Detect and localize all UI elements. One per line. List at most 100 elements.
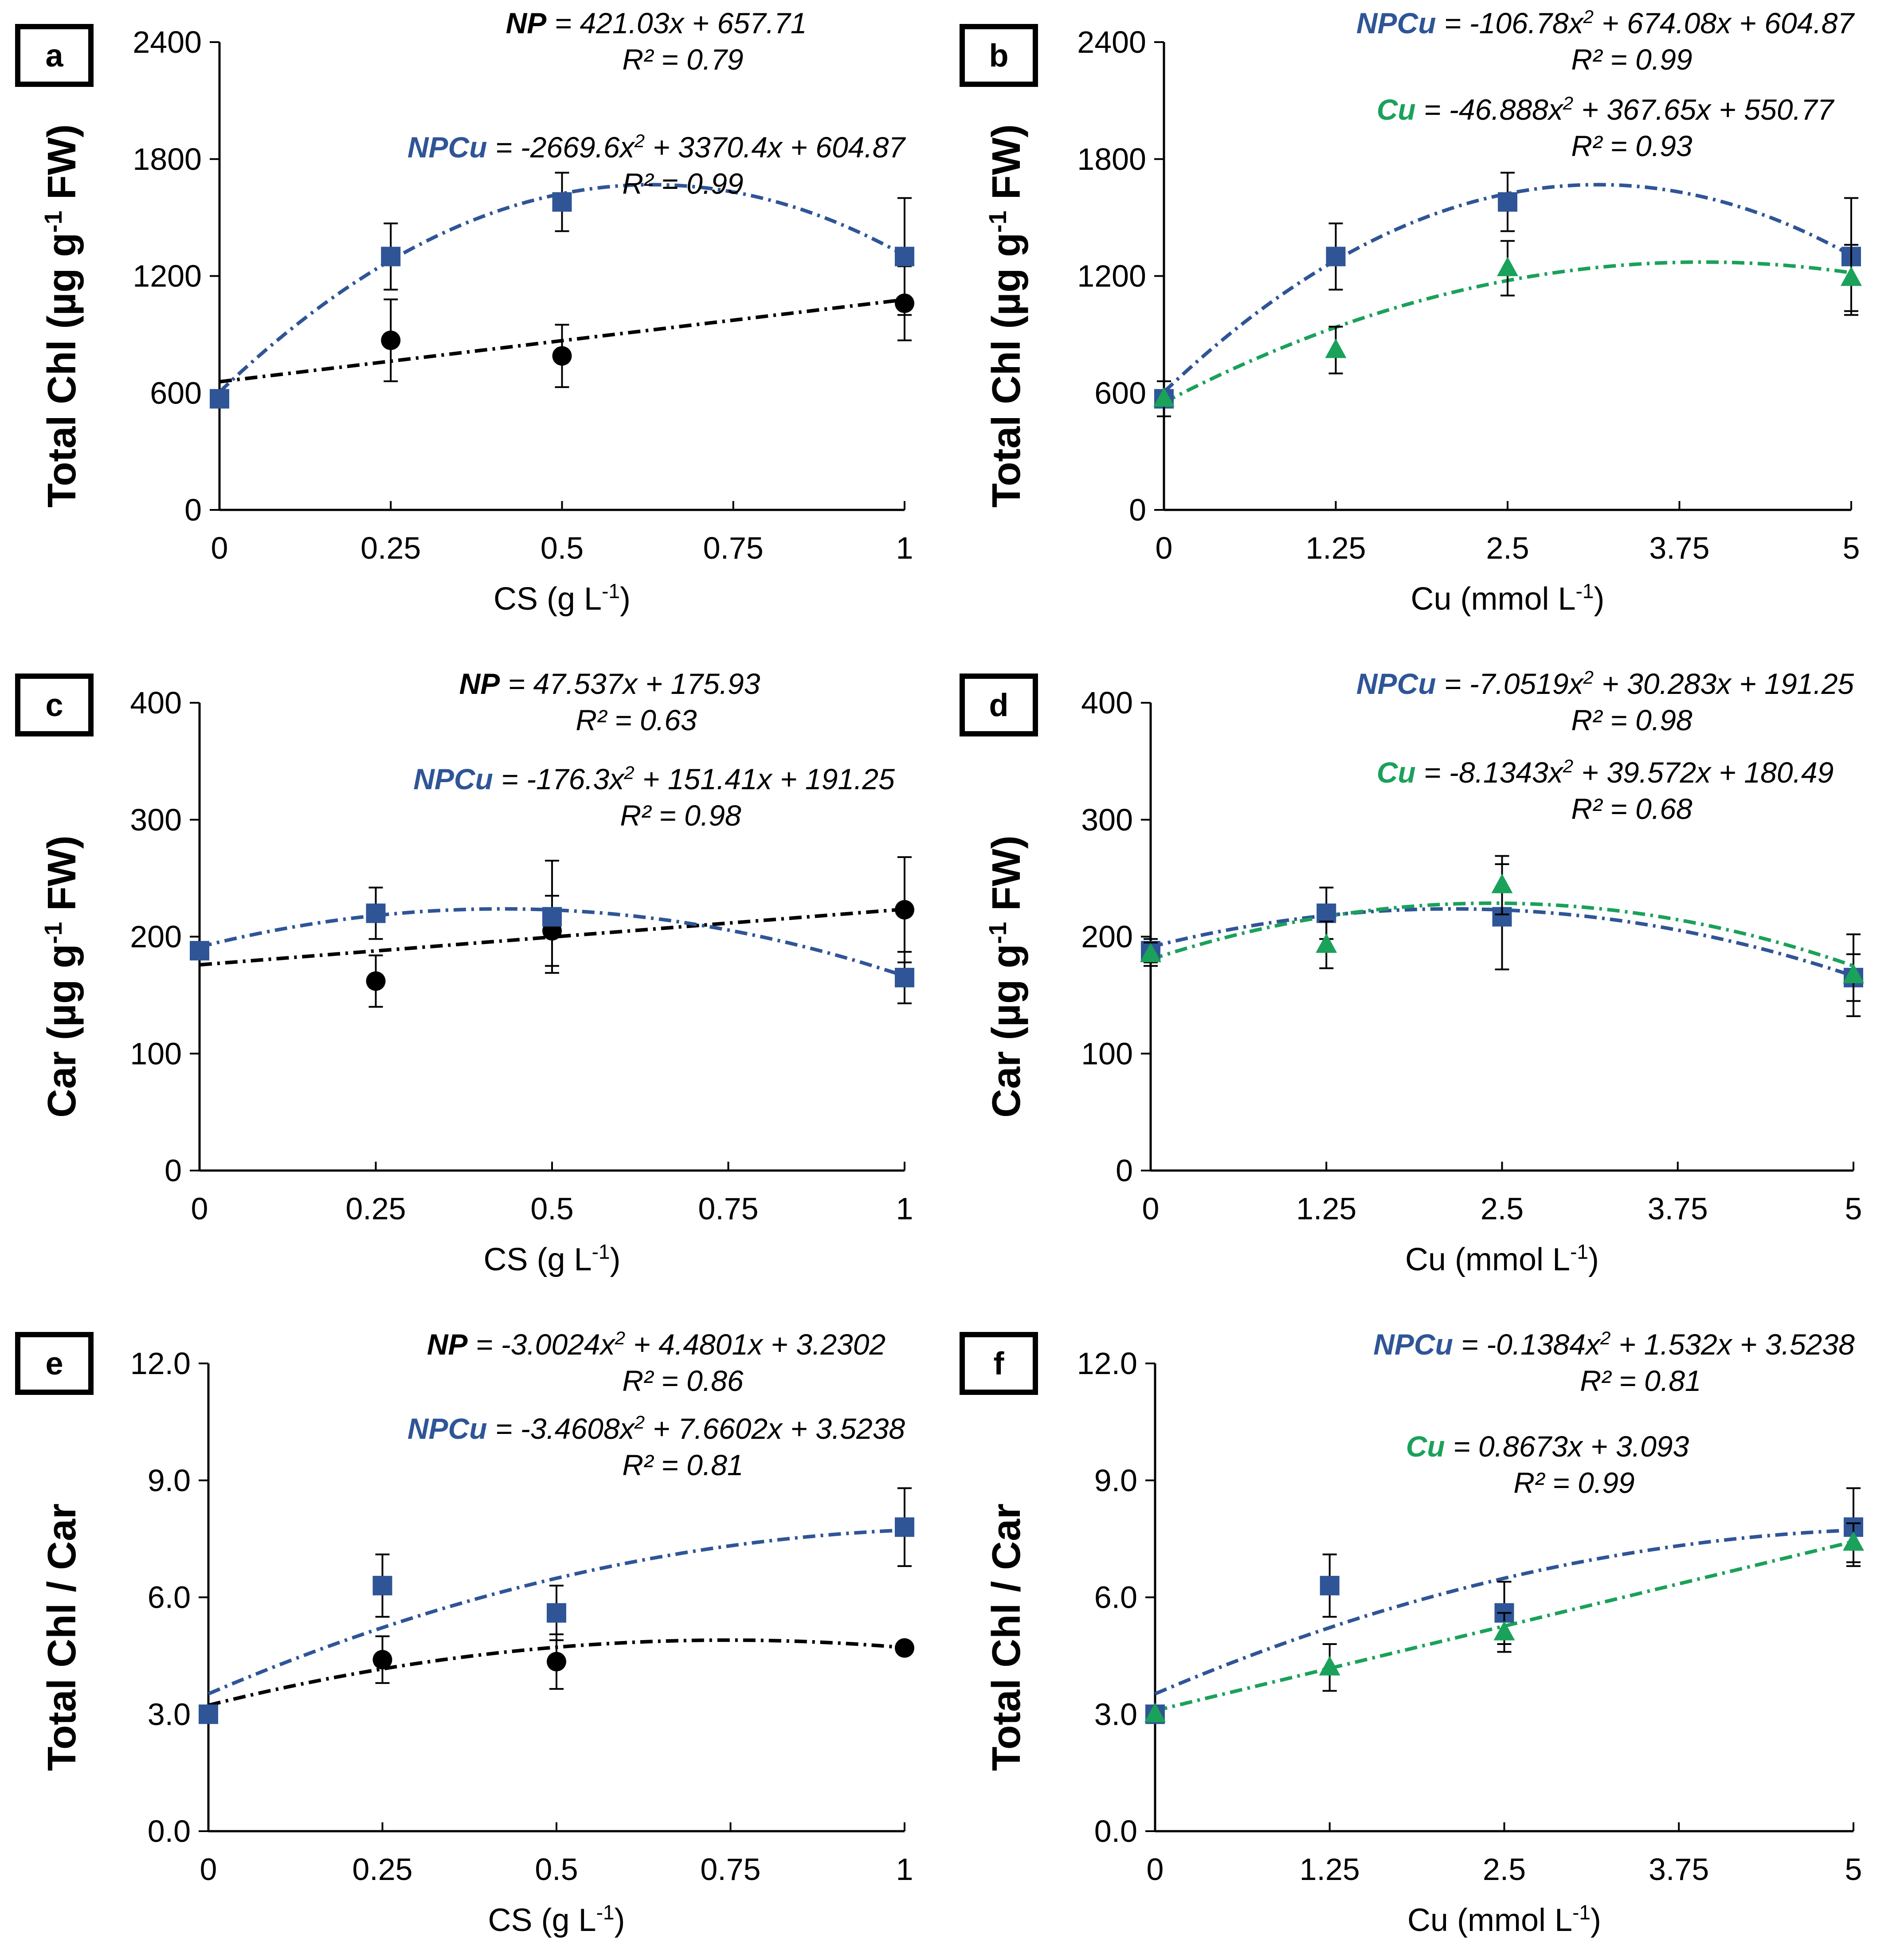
y-axis-title: Total Chl (µg g-1 FW) bbox=[983, 124, 1029, 508]
equation-exponent: 2 bbox=[634, 1412, 645, 1433]
data-point-Cu bbox=[1493, 1621, 1515, 1641]
x-axis-title: Cu (mmol L-1) bbox=[1407, 1901, 1601, 1938]
y-axis-title: Car (µg g-1 FW) bbox=[39, 835, 85, 1118]
x-tick-label: 2.5 bbox=[1486, 531, 1529, 565]
y-tick-label: 100 bbox=[130, 1036, 182, 1071]
data-point-NPCu bbox=[372, 1576, 392, 1596]
panel-label-box bbox=[15, 24, 94, 87]
panel-label: f bbox=[994, 1346, 1005, 1382]
x-tick-label: 1.25 bbox=[1305, 531, 1366, 565]
x-axis-title-sup: -1 bbox=[1570, 1240, 1588, 1263]
x-axis-title-close: ) bbox=[610, 1242, 621, 1277]
y-axis-title-text: Total Chl (µg g bbox=[984, 233, 1029, 508]
y-tick-label: 1200 bbox=[133, 259, 202, 294]
panel-label-box bbox=[960, 674, 1038, 736]
x-tick-label: 0 bbox=[1147, 1852, 1164, 1887]
panel-label: c bbox=[45, 688, 63, 723]
equation-body: = -7.0519x bbox=[1436, 667, 1584, 700]
equation-r-squared: R² = 0.98 bbox=[1571, 704, 1692, 736]
data-point-NP bbox=[895, 900, 914, 920]
data-point-NPCu bbox=[210, 389, 229, 409]
trendline-Cu bbox=[1155, 1539, 1854, 1712]
x-axis-title-text: Cu (mmol L bbox=[1405, 1242, 1570, 1277]
y-tick-label: 3.0 bbox=[148, 1697, 191, 1731]
panel-e: 0.0 3.0 6.0 9.0 12.0 0 0.25 0.5 0.75 1 CS (g L-1) T… bbox=[15, 1328, 914, 1938]
data-point-Cu bbox=[1140, 943, 1161, 963]
equation-exponent: 2 bbox=[1563, 93, 1573, 114]
equation-body: = -0.1384x bbox=[1453, 1328, 1601, 1361]
equation-body: = -46.888x bbox=[1416, 93, 1564, 126]
y-tick-label: 200 bbox=[130, 920, 182, 954]
y-axis-title: Total Chl (µg g-1 FW) bbox=[39, 124, 85, 508]
y-tick-label: 9.0 bbox=[1094, 1463, 1137, 1498]
y-axis-title-text: Total Chl / Car bbox=[984, 1504, 1029, 1771]
x-tick-label: 0 bbox=[1156, 531, 1173, 565]
x-axis-title: CS (g L-1) bbox=[494, 580, 631, 617]
equation-NPCu: NPCu = -0.1384x2 + 1.532x + 3.5238 bbox=[1373, 1328, 1855, 1361]
equation-series-name: NP bbox=[459, 667, 501, 700]
equation-NPCu: NPCu = -3.4608x2 + 7.6602x + 3.5238 bbox=[407, 1412, 905, 1445]
equation-NPCu: NPCu = -176.3x2 + 151.41x + 191.25 bbox=[413, 762, 895, 796]
equation-Cu: Cu = 0.8673x + 3.093 bbox=[1406, 1430, 1689, 1463]
x-axis-title-text: CS (g L bbox=[488, 1903, 596, 1938]
x-tick-label: 3.75 bbox=[1648, 1191, 1708, 1226]
trendline-Cu bbox=[1150, 901, 1854, 968]
x-axis-title-close: ) bbox=[1594, 581, 1604, 617]
x-tick-label: 0.25 bbox=[352, 1852, 412, 1887]
panel-label: e bbox=[45, 1346, 63, 1382]
data-point-Cu bbox=[1841, 266, 1862, 286]
x-tick-label: 2.5 bbox=[1483, 1852, 1526, 1887]
equation-series-name: NPCu bbox=[407, 1412, 487, 1445]
y-axis-title-tail: FW) bbox=[984, 835, 1029, 922]
data-point-NPCu bbox=[1320, 1576, 1340, 1596]
y-tick-label: 0.0 bbox=[1094, 1814, 1137, 1848]
panel-label: b bbox=[989, 38, 1009, 74]
data-point-Cu bbox=[1153, 387, 1175, 407]
x-axis-title-sup: -1 bbox=[596, 1901, 615, 1924]
data-point-NPCu bbox=[895, 967, 914, 987]
data-point-NPCu bbox=[895, 247, 914, 266]
x-axis-title: Cu (mmol L-1) bbox=[1405, 1240, 1599, 1277]
y-tick-label: 100 bbox=[1081, 1036, 1133, 1071]
y-tick-label: 12.0 bbox=[130, 1346, 191, 1381]
data-point-NP bbox=[895, 1638, 914, 1658]
y-axis-title-sup: -1 bbox=[39, 211, 67, 233]
equation-body-rest: + 674.08x + 604.87 bbox=[1594, 7, 1855, 39]
equation-body: = -2669.6x bbox=[487, 131, 635, 164]
equation-r-squared: R² = 0.79 bbox=[622, 43, 743, 76]
y-tick-label: 200 bbox=[1081, 920, 1133, 954]
x-axis-title-text: CS (g L bbox=[484, 1242, 592, 1277]
y-axis-title-tail: FW) bbox=[40, 835, 84, 922]
y-tick-label: 3.0 bbox=[1094, 1697, 1137, 1731]
data-point-Cu bbox=[1843, 1531, 1864, 1551]
equation-series-name: NP bbox=[506, 7, 547, 39]
equation-r-squared: R² = 0.86 bbox=[622, 1364, 744, 1397]
data-point-NPCu bbox=[542, 907, 562, 927]
y-tick-label: 12.0 bbox=[1077, 1346, 1137, 1381]
y-tick-label: 1800 bbox=[1077, 142, 1146, 176]
x-tick-label: 0.25 bbox=[360, 531, 421, 565]
data-point-Cu bbox=[1497, 256, 1518, 276]
data-point-NPCu bbox=[190, 941, 209, 961]
equation-r-squared: R² = 0.99 bbox=[622, 167, 743, 200]
equation-exponent: 2 bbox=[623, 762, 634, 783]
y-tick-label: 9.0 bbox=[148, 1463, 191, 1498]
y-axis-title-text: Car (µg g bbox=[984, 944, 1029, 1118]
x-tick-label: 1 bbox=[896, 1852, 913, 1887]
equation-body: = 421.03x + 657.71 bbox=[546, 7, 807, 39]
data-point-Cu bbox=[1491, 873, 1513, 893]
y-tick-label: 0 bbox=[1116, 1153, 1133, 1188]
equation-Cu: Cu = -46.888x2 + 367.65x + 550.77 bbox=[1377, 93, 1835, 126]
equation-series-name: NPCu bbox=[413, 763, 493, 795]
data-point-Cu bbox=[1144, 1703, 1166, 1723]
data-point-NPCu bbox=[547, 1603, 566, 1623]
equation-series-name: NPCu bbox=[1356, 667, 1436, 700]
x-tick-label: 0.75 bbox=[703, 531, 764, 565]
trendline-NPCu bbox=[218, 183, 905, 394]
x-tick-label: 5 bbox=[1843, 531, 1860, 565]
y-tick-label: 2400 bbox=[1077, 25, 1146, 59]
y-tick-label: 300 bbox=[130, 803, 182, 837]
y-axis-title-sup: -1 bbox=[983, 211, 1011, 233]
